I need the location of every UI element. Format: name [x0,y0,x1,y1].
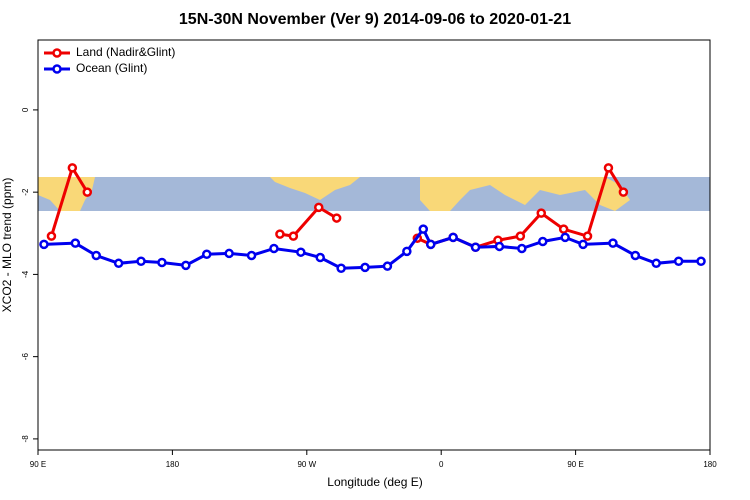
point [82,187,93,197]
chart-title: 15N-30N November (Ver 9) 2014-09-06 to 2… [179,11,571,28]
point [67,163,78,173]
point [536,208,547,218]
point [157,257,167,268]
point [673,256,684,266]
legend-label: Land (Nadir&Glint) [76,45,175,59]
point [608,238,618,248]
point [181,260,191,271]
point [418,224,429,234]
point [696,256,706,266]
y-tick-label: -6 [21,353,30,361]
point [70,238,81,248]
y-tick-label: -2 [21,188,30,196]
point [201,249,212,260]
point [275,229,285,239]
point [382,261,393,271]
y-axis-label: XCO2 - MLO trend (ppm) [0,178,14,313]
point [425,239,436,250]
point [336,263,346,273]
point [360,262,370,273]
point [224,248,234,259]
point [402,246,412,257]
point [651,258,661,269]
point [603,163,614,173]
point [630,250,641,261]
x-tick-label: 90 E [567,460,583,469]
point [331,213,342,223]
point [246,250,257,261]
y-tick-label: -8 [21,435,30,443]
point [39,239,49,250]
point [313,202,324,213]
point [537,236,548,247]
point [618,187,629,197]
point [558,224,569,234]
point [494,241,505,252]
point [448,232,458,243]
point [136,256,146,266]
point [470,242,481,253]
legend-label: Ocean (Glint) [76,61,147,75]
point [296,247,306,257]
y-tick-label: 0 [21,107,30,112]
point [517,243,527,254]
x-tick-label: 180 [703,460,717,469]
x-tick-label: 90 W [297,460,316,469]
plot-frame [37,39,711,451]
point [91,250,101,261]
x-axis-label: Longitude (deg E) [327,475,422,489]
point [288,231,299,241]
point [113,258,124,269]
point [560,232,570,243]
legend-marker [52,48,62,58]
x-tick-label: 180 [166,460,180,469]
point [46,231,57,241]
x-tick-label: 90 E [30,460,46,469]
y-tick-label: -4 [21,270,30,278]
point [578,239,588,250]
point [269,243,279,254]
point [582,231,593,241]
point [515,231,526,241]
x-tick-label: 0 [439,460,444,469]
map-strip [38,177,710,211]
legend-marker [52,64,62,74]
point [315,252,325,263]
